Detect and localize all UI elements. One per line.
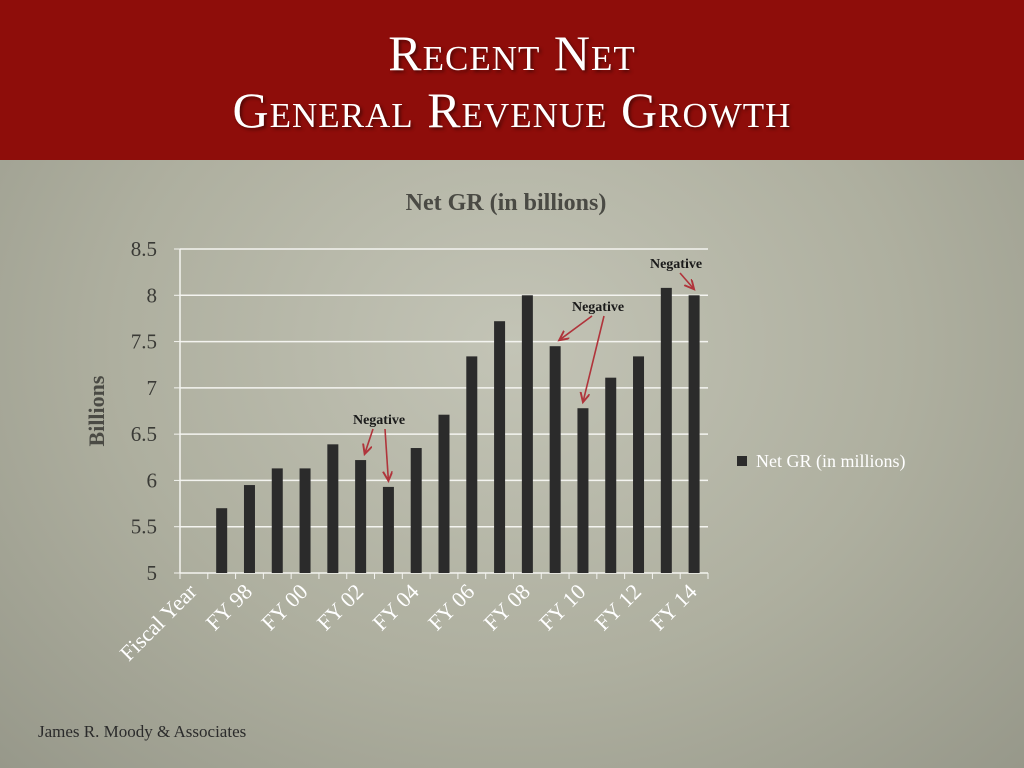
y-tick-label: 8.5 xyxy=(131,237,157,261)
bar-fy-06 xyxy=(466,356,478,573)
chart-title: Net GR (in billions) xyxy=(406,190,607,216)
bar-fy-13 xyxy=(660,287,672,573)
x-tick-label: FY 12 xyxy=(590,579,646,635)
x-tick-label: FY 02 xyxy=(312,579,368,635)
y-axis-label: Billions xyxy=(84,375,109,446)
footer-credit: James R. Moody & Associates xyxy=(38,722,247,741)
annotation-label: Negative xyxy=(650,257,702,272)
x-tick-label: FY 14 xyxy=(645,579,701,635)
bar-fy-11 xyxy=(605,377,617,573)
bar-fy-97 xyxy=(216,508,228,573)
slide-title-line1: Recent Net xyxy=(388,25,636,81)
bar-fy-09 xyxy=(549,346,561,573)
bar-fy-08 xyxy=(521,295,533,573)
y-tick-label: 6 xyxy=(147,468,158,492)
slide-title-line2: General Revenue Growth xyxy=(232,82,792,138)
annotation-label: Negative xyxy=(353,413,405,428)
x-tick-label: FY 00 xyxy=(256,579,312,635)
annotation-label: Negative xyxy=(572,300,624,315)
x-tick-label: FY 98 xyxy=(201,579,257,635)
annotation-arrow xyxy=(559,315,593,340)
y-tick-label: 7.5 xyxy=(131,330,157,354)
x-tick-label: FY 06 xyxy=(423,579,479,635)
bar-fy-07 xyxy=(494,321,506,573)
y-tick-label: 7 xyxy=(147,376,158,400)
y-tick-label: 5 xyxy=(147,561,158,585)
x-tick-label: Fiscal Year xyxy=(115,578,202,665)
bar-fy-10 xyxy=(577,408,589,573)
y-tick-label: 6.5 xyxy=(131,422,157,446)
bar-fy-03 xyxy=(382,486,394,573)
bar-fy-99 xyxy=(271,468,283,573)
annotation-arrow xyxy=(385,428,388,481)
x-tick-label: FY 08 xyxy=(478,579,534,635)
y-tick-label: 8 xyxy=(147,283,158,307)
bar-fy-98 xyxy=(243,485,255,573)
title-banner: Recent Net General Revenue Growth xyxy=(0,0,1024,160)
x-tick-label: FY 04 xyxy=(367,579,423,635)
bar-fy-14 xyxy=(688,295,700,573)
annotation-arrow xyxy=(365,428,374,454)
legend-swatch xyxy=(737,456,747,466)
y-tick-label: 5.5 xyxy=(131,515,157,539)
bar-fy-04 xyxy=(410,448,422,573)
bar-fy-01 xyxy=(327,444,339,573)
bar-fy-02 xyxy=(355,460,367,573)
annotation-arrow xyxy=(679,272,694,289)
bar-fy-12 xyxy=(633,356,645,573)
annotation-arrow xyxy=(583,315,605,402)
bar-fy-05 xyxy=(438,414,450,573)
x-tick-label: FY 10 xyxy=(534,579,590,635)
legend-label: Net GR (in millions) xyxy=(756,451,906,472)
bar-fy-00 xyxy=(299,468,311,573)
